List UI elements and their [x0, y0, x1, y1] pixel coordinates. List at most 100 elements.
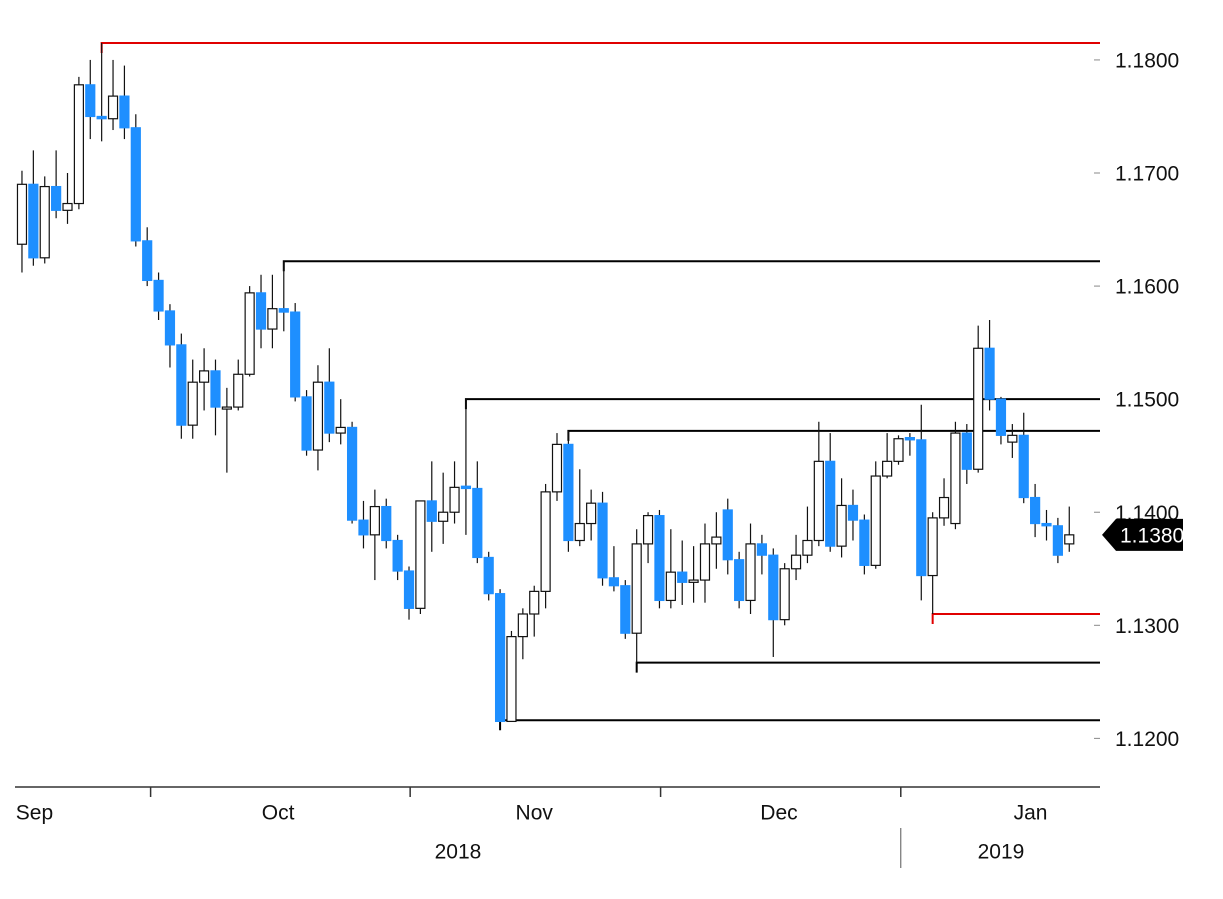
up-body	[449, 486, 460, 513]
down-body	[995, 398, 1007, 436]
up-body	[688, 579, 699, 583]
down-body	[563, 443, 574, 542]
down-body	[904, 436, 915, 441]
down-body	[142, 240, 153, 282]
down-body	[130, 127, 141, 242]
down-body	[768, 554, 779, 621]
up-body	[1064, 534, 1075, 545]
down-body	[426, 500, 437, 522]
last-price-marker	[1102, 518, 1183, 551]
up-body	[529, 590, 540, 615]
down-body	[734, 559, 745, 602]
up-body	[586, 502, 597, 525]
level-line	[100, 41, 1100, 53]
x-tick-label: Jan	[1014, 802, 1048, 825]
down-body	[984, 347, 995, 400]
up-body	[642, 515, 654, 545]
down-body	[825, 460, 836, 547]
down-body	[278, 308, 289, 313]
down-body	[381, 505, 392, 542]
y-tick-label: 1.1300	[1115, 615, 1179, 638]
up-body	[540, 491, 551, 592]
up-body	[836, 504, 847, 547]
level-line	[635, 661, 1100, 673]
down-body	[620, 585, 631, 634]
up-body	[745, 543, 756, 602]
down-body	[1052, 525, 1063, 556]
down-body	[472, 487, 483, 559]
level-line	[499, 719, 1100, 731]
down-body	[916, 439, 927, 577]
up-body	[1007, 434, 1018, 443]
last-price-label: 1.1380	[1120, 524, 1184, 547]
year-label: 2018	[435, 841, 482, 864]
up-body	[950, 432, 961, 525]
up-body	[73, 84, 84, 205]
down-body	[119, 95, 130, 129]
up-body	[699, 543, 711, 581]
y-tick-label: 1.1200	[1115, 728, 1179, 751]
up-body	[369, 505, 380, 536]
down-body	[358, 519, 369, 536]
down-body	[301, 396, 312, 451]
down-body	[392, 539, 403, 572]
up-body	[665, 571, 676, 602]
year-label: 2019	[978, 841, 1025, 864]
up-body	[233, 373, 244, 408]
down-body	[346, 426, 358, 521]
down-body	[961, 432, 972, 470]
up-body	[267, 308, 278, 330]
down-body	[51, 185, 62, 211]
down-body	[847, 504, 859, 521]
up-body	[938, 496, 950, 519]
up-body	[870, 475, 881, 566]
up-body	[62, 202, 73, 211]
up-body	[517, 613, 528, 638]
up-body	[244, 292, 255, 375]
up-body	[779, 568, 790, 621]
up-body	[506, 636, 517, 723]
y-tick-label: 1.1800	[1115, 49, 1179, 72]
down-body	[255, 292, 267, 330]
up-body	[927, 517, 938, 577]
x-tick-label: Dec	[760, 802, 797, 825]
up-body	[415, 500, 426, 609]
y-tick-label: 1.1500	[1115, 389, 1179, 412]
up-body	[312, 381, 324, 451]
down-body	[164, 310, 176, 346]
x-tick-label: Nov	[516, 802, 554, 825]
down-body	[597, 502, 608, 579]
down-body	[403, 570, 415, 609]
up-body	[893, 438, 904, 462]
down-body	[654, 515, 665, 602]
up-body	[39, 185, 50, 259]
down-body	[28, 183, 39, 259]
up-body	[221, 406, 232, 410]
up-body	[107, 95, 119, 120]
x-tick-label: Sep	[16, 802, 53, 825]
up-body	[199, 370, 210, 383]
up-body	[574, 522, 585, 542]
down-body	[859, 519, 870, 566]
down-body	[176, 344, 187, 426]
down-body	[210, 370, 221, 408]
down-body	[1030, 496, 1041, 525]
down-body	[1018, 434, 1029, 499]
up-body	[187, 381, 198, 426]
down-body	[460, 485, 472, 490]
up-body	[551, 443, 563, 493]
down-body	[324, 381, 335, 434]
down-body	[1041, 522, 1052, 527]
level-line	[931, 612, 1100, 624]
up-body	[16, 183, 28, 245]
up-body	[973, 347, 984, 470]
up-body	[711, 536, 722, 545]
y-tick-label: 1.1600	[1115, 276, 1179, 299]
up-body	[631, 543, 642, 634]
down-body	[96, 115, 107, 120]
up-body	[802, 539, 813, 556]
up-body	[335, 426, 346, 434]
level-line	[282, 260, 1100, 272]
down-body	[494, 593, 506, 723]
